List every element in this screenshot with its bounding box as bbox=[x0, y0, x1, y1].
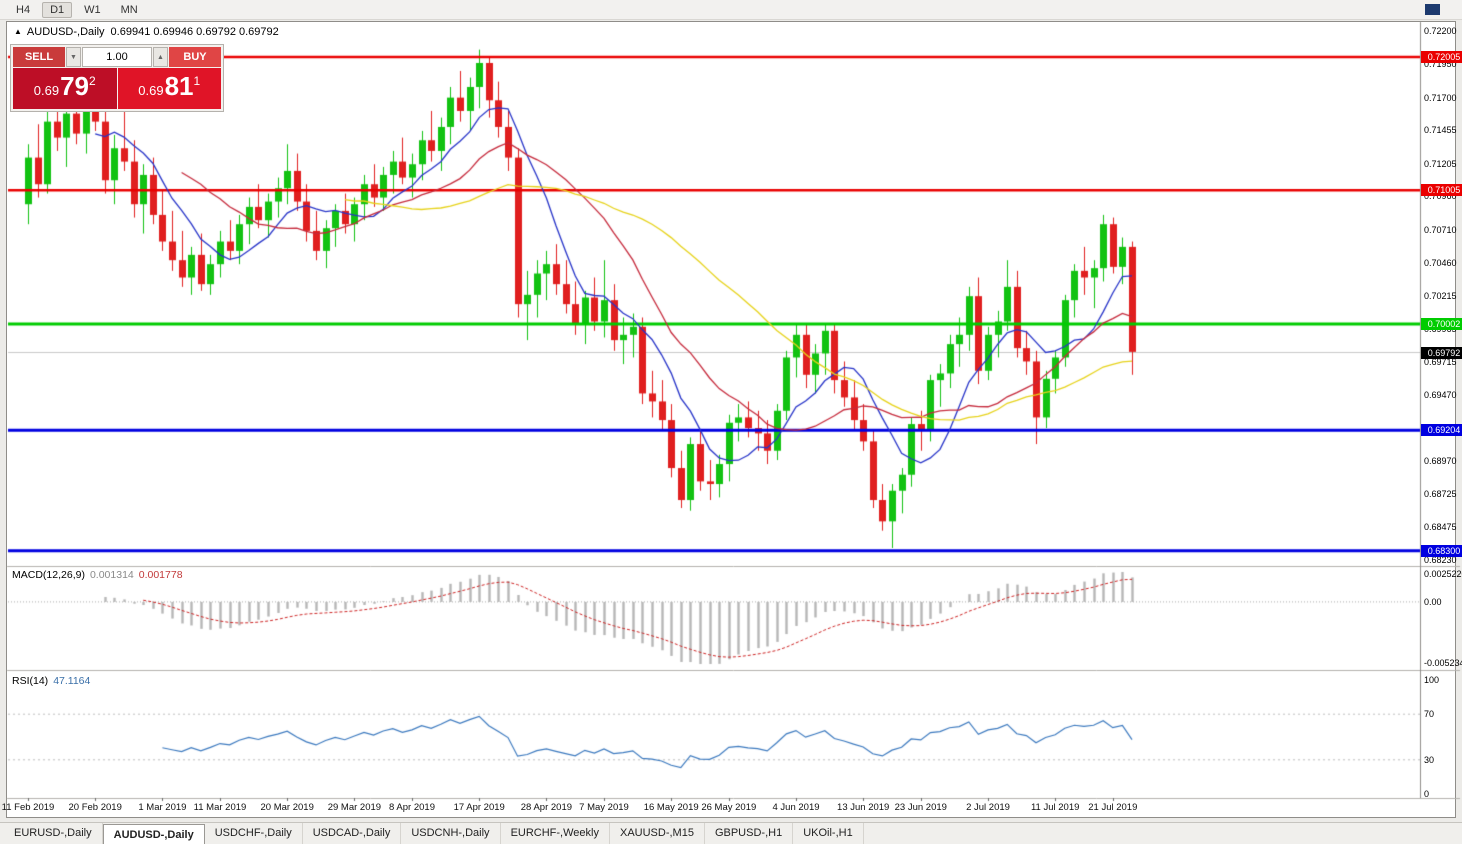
bid-price-prefix: 0.69 bbox=[33, 83, 60, 98]
buy-price-button[interactable]: 0.69 81 1 bbox=[117, 68, 221, 109]
chart-tab-eurchf-weekly[interactable]: EURCHF-,Weekly bbox=[501, 823, 610, 844]
chart-tab-gbpusd-h1[interactable]: GBPUSD-,H1 bbox=[705, 823, 794, 844]
chart-tab-usdcnh-daily[interactable]: USDCNH-,Daily bbox=[401, 823, 501, 844]
macd-main-value: 0.001314 bbox=[89, 569, 134, 581]
volume-decrease-icon[interactable]: ▼ bbox=[66, 47, 81, 67]
one-click-toggle-icon[interactable]: ▲ bbox=[14, 27, 22, 36]
period-button-mn[interactable]: MN bbox=[120, 3, 138, 16]
rsi-name: RSI(14) bbox=[12, 675, 49, 687]
chart-title: ▲ AUDUSD-,Daily 0.69941 0.69946 0.69792 0.… bbox=[14, 26, 279, 38]
chart-tab-audusd-daily[interactable]: AUDUSD-,Daily bbox=[102, 824, 205, 844]
buy-button[interactable]: BUY bbox=[169, 47, 221, 67]
chart-tab-xauusd-m15[interactable]: XAUUSD-,M15 bbox=[610, 823, 705, 844]
chart-tab-usdcad-daily[interactable]: USDCAD-,Daily bbox=[303, 823, 402, 844]
window-icon[interactable] bbox=[1425, 4, 1440, 15]
sell-button[interactable]: SELL bbox=[13, 47, 65, 67]
timeframe-toolbar: H4 D1 W1 MN bbox=[0, 0, 1462, 20]
period-button-h4[interactable]: H4 bbox=[16, 3, 31, 16]
bid-price-big: 79 bbox=[60, 71, 90, 101]
chart-tab-bar: EURUSD-,Daily AUDUSD-,Daily USDCHF-,Daily U… bbox=[0, 822, 1462, 844]
bid-price-pip: 2 bbox=[89, 74, 96, 88]
sell-price-button[interactable]: 0.69 79 2 bbox=[13, 68, 117, 109]
chart-tab-usdchf-daily[interactable]: USDCHF-,Daily bbox=[205, 823, 303, 844]
chart-tab-ukoil-h1[interactable]: UKOil-,H1 bbox=[793, 823, 864, 844]
period-button-group: H4 D1 W1 MN bbox=[8, 1, 146, 18]
ask-price-pip: 1 bbox=[193, 74, 201, 88]
period-button-d1[interactable]: D1 bbox=[42, 1, 73, 18]
macd-name: MACD(12,26,9) bbox=[12, 569, 85, 581]
volume-increase-icon[interactable]: ▲ bbox=[153, 47, 168, 67]
macd-signal-value: 0.001778 bbox=[138, 569, 183, 581]
chart-ohlc-values: 0.69941 0.69946 0.69792 0.69792 bbox=[110, 26, 279, 38]
chart-tab-eurusd-daily[interactable]: EURUSD-,Daily bbox=[4, 823, 103, 844]
macd-indicator-label: MACD(12,26,9) 0.001314 0.001778 bbox=[12, 569, 183, 581]
rsi-value: 47.1164 bbox=[53, 675, 91, 687]
period-button-w1[interactable]: W1 bbox=[84, 3, 101, 16]
ask-price-big: 81 bbox=[164, 71, 194, 101]
rsi-indicator-label: RSI(14) 47.1164 bbox=[12, 675, 90, 687]
chart-symbol-label: AUDUSD-,Daily bbox=[26, 26, 105, 38]
ask-price-prefix: 0.69 bbox=[138, 83, 164, 98]
volume-input[interactable] bbox=[82, 47, 152, 67]
